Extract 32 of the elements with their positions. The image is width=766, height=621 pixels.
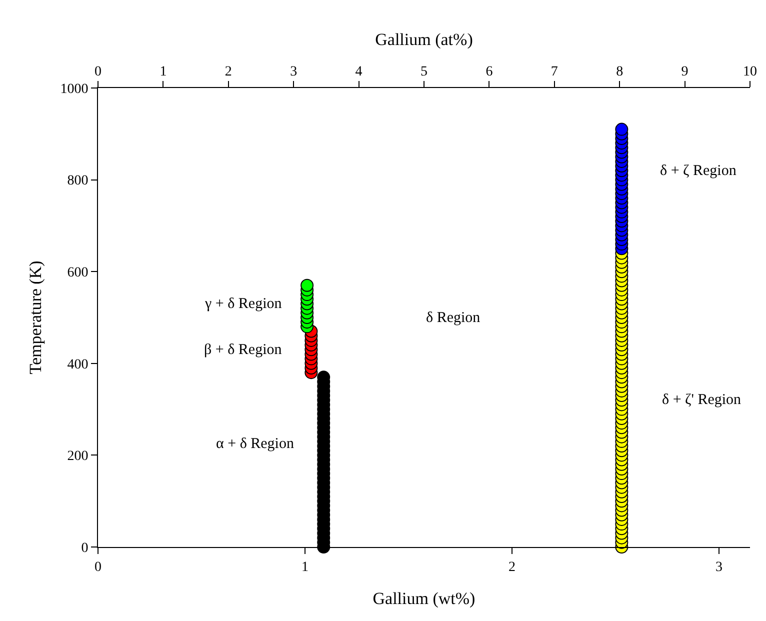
annotation: δ Region <box>426 310 481 326</box>
x2-axis-title: Gallium (at%) <box>375 30 473 49</box>
annotation: γ + δ Region <box>204 296 282 312</box>
x-tick-label: 0 <box>94 560 102 575</box>
y-tick-label: 200 <box>67 449 88 464</box>
annotation: α + δ Region <box>216 436 294 452</box>
x2-tick-label: 4 <box>355 64 362 80</box>
x2-tick-label: 6 <box>486 64 493 80</box>
x-tick-label: 1 <box>301 560 308 575</box>
x2-tick-label: 0 <box>94 64 102 80</box>
annotation: δ + ζ Region <box>660 163 737 179</box>
point <box>300 278 314 292</box>
annotation: β + δ Region <box>204 342 282 358</box>
y-tick-label: 600 <box>67 266 88 280</box>
y-tick-label: 0 <box>81 540 88 556</box>
x2-tick-label: 9 <box>681 64 688 80</box>
x2-tick-label: 8 <box>616 64 624 80</box>
x2-tick-label: 5 <box>420 64 428 80</box>
x2-tick-label: 10 <box>743 64 757 80</box>
x-tick-label: 2 <box>508 560 516 575</box>
x2-tick-label: 2 <box>224 64 232 80</box>
y-tick-label: 400 <box>67 357 88 372</box>
x-tick-label: 3 <box>715 560 722 575</box>
x2-tick-label: 3 <box>290 64 298 80</box>
annotation: δ + ζ' Region <box>662 392 742 408</box>
point <box>615 122 628 136</box>
y-tick-label: 800 <box>67 174 88 189</box>
x2-tick-label: 7 <box>550 64 558 80</box>
x2-tick-label: 1 <box>160 64 167 80</box>
y-tick-label: 1000 <box>60 82 88 97</box>
y-axis-title: Temperature (K) <box>26 260 45 374</box>
x-axis-title: Gallium (wt%) <box>372 589 476 608</box>
